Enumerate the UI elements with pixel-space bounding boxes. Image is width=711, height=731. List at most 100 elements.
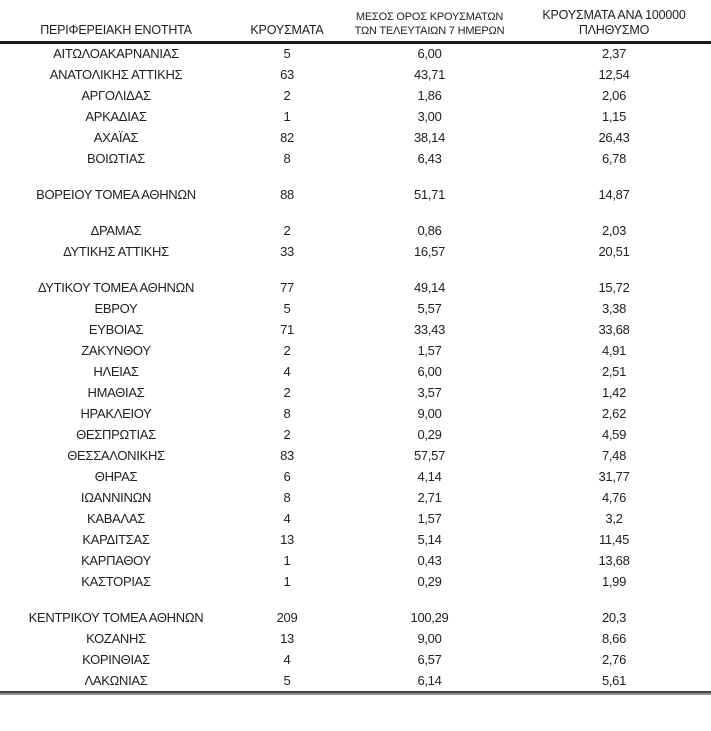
region-cell: ΖΑΚΥΝΘΟΥ <box>81 342 151 358</box>
region-cell: ΑΡΓΟΛΙΔΑΣ <box>81 87 151 103</box>
per100k-cell: 4,76 <box>601 489 627 505</box>
avg7days-cell: 0,29 <box>417 426 442 442</box>
per100k-cell: 2,06 <box>601 87 627 103</box>
cases-cell: 6 <box>283 468 291 484</box>
spacer-cell <box>0 262 711 277</box>
table-row: ΑΙΤΩΛΟΑΚΑΡΝΑΝΙΑΣ 5 6,00 2,37 <box>0 43 711 64</box>
table-row: ΔΥΤΙΚΗΣ ΑΤΤΙΚΗΣ 33 16,57 20,51 <box>0 241 711 262</box>
avg7days-cell: 43,71 <box>413 66 446 82</box>
per100k-cell: 31,77 <box>598 468 630 484</box>
header-label-avg7-line1: ΜΕΣΟΣ ΟΡΟΣ ΚΡΟΥΣΜΑΤΩΝ <box>355 11 504 23</box>
cases-cell: 5 <box>283 672 291 688</box>
table-row: ΚΟΡΙΝΘΙΑΣ 4 6,57 2,76 <box>0 649 711 670</box>
cases-cell: 33 <box>280 243 294 259</box>
header-row: ΠΕΡΙΦΕΡΕΙΑΚΗ ΕΝΟΤΗΤΑ ΚΡΟΥΣΜΑΤΑ ΜΕΣΟΣ ΟΡΟ… <box>0 8 711 44</box>
cases-cell: 8 <box>283 405 291 421</box>
per100k-cell: 2,62 <box>601 405 627 421</box>
table-row: ΚΑΒΑΛΑΣ 4 1,57 3,2 <box>0 508 711 529</box>
per100k-cell: 2,51 <box>601 363 627 379</box>
region-cell: ΗΜΑΘΙΑΣ <box>87 384 145 400</box>
avg7days-cell: 6,43 <box>417 150 442 166</box>
header-label-cases: ΚΡΟΥΣΜΑΤΑ <box>250 23 324 37</box>
region-cell: ΘΕΣΣΑΛΟΝΙΚΗΣ <box>67 447 165 463</box>
avg7days-cell: 4,14 <box>417 468 442 484</box>
per100k-cell: 33,68 <box>598 321 630 337</box>
avg7days-cell: 3,57 <box>417 384 442 400</box>
region-cell: ΗΛΕΙΑΣ <box>93 363 139 379</box>
region-cell: ΚΑΡΔΙΤΣΑΣ <box>82 531 150 547</box>
column-header-region: ΠΕΡΙΦΕΡΕΙΑΚΗ ΕΝΟΤΗΤΑ <box>0 8 232 44</box>
per100k-cell: 6,78 <box>601 150 627 166</box>
avg7days-cell: 5,57 <box>417 300 442 316</box>
table-row: ΚΟΖΑΝΗΣ 13 9,00 8,66 <box>0 628 711 649</box>
column-header-avg7days: ΜΕΣΟΣ ΟΡΟΣ ΚΡΟΥΣΜΑΤΩΝ ΤΩΝ ΤΕΛΕΥΤΑΙΩΝ 7 Η… <box>342 8 517 44</box>
avg7days-cell: 57,57 <box>413 447 446 463</box>
cases-cell: 5 <box>283 46 291 62</box>
per100k-cell: 26,43 <box>598 129 630 145</box>
per100k-cell: 4,91 <box>601 342 627 358</box>
region-cell: ΗΡΑΚΛΕΙΟΥ <box>80 405 152 421</box>
per100k-cell: 2,37 <box>601 46 627 62</box>
per100k-cell: 13,68 <box>598 552 630 568</box>
per100k-cell: 7,48 <box>601 447 627 463</box>
per100k-cell: 1,42 <box>601 384 627 400</box>
spacer-cell <box>0 592 711 607</box>
header-label-per100k-line2: ΠΛΗΘΥΣΜΟ <box>578 23 650 37</box>
table-row: ΑΧΑΪΑΣ 82 38,14 26,43 <box>0 127 711 148</box>
region-cell: ΔΡΑΜΑΣ <box>90 222 142 238</box>
region-cell: ΚΑΡΠΑΘΟΥ <box>81 552 151 568</box>
table-row: ΚΑΣΤΟΡΙΑΣ 1 0,29 1,99 <box>0 571 711 592</box>
regional-cases-table: ΠΕΡΙΦΕΡΕΙΑΚΗ ΕΝΟΤΗΤΑ ΚΡΟΥΣΜΑΤΑ ΜΕΣΟΣ ΟΡΟ… <box>0 8 711 691</box>
per100k-cell: 3,2 <box>605 510 623 526</box>
table-row: ΑΡΚΑΔΙΑΣ 1 3,00 1,15 <box>0 106 711 127</box>
avg7days-cell: 1,57 <box>417 342 442 358</box>
avg7days-cell: 3,00 <box>417 108 442 124</box>
avg7days-cell: 0,29 <box>417 573 442 589</box>
region-cell: ΛΑΚΩΝΙΑΣ <box>84 672 148 688</box>
cases-cell: 8 <box>283 489 291 505</box>
cases-cell: 209 <box>276 609 298 625</box>
spacer-cell <box>0 205 711 220</box>
cases-cell: 1 <box>283 552 291 568</box>
per100k-cell: 15,72 <box>598 279 630 295</box>
spacer-row <box>0 169 711 184</box>
per100k-cell: 14,87 <box>598 186 630 202</box>
region-cell: ΑΝΑΤΟΛΙΚΗΣ ΑΤΤΙΚΗΣ <box>49 66 183 82</box>
cases-cell: 83 <box>280 447 294 463</box>
table-row: ΔΡΑΜΑΣ 2 0,86 2,03 <box>0 220 711 241</box>
cases-cell: 63 <box>280 66 294 82</box>
avg7days-cell: 0,43 <box>417 552 442 568</box>
table-row: ΚΑΡΔΙΤΣΑΣ 13 5,14 11,45 <box>0 529 711 550</box>
region-cell: ΘΗΡΑΣ <box>94 468 138 484</box>
table-row: ΕΥΒΟΙΑΣ 71 33,43 33,68 <box>0 319 711 340</box>
table-row: ΑΡΓΟΛΙΔΑΣ 2 1,86 2,06 <box>0 85 711 106</box>
cases-cell: 2 <box>283 222 291 238</box>
region-cell: ΚΑΒΑΛΑΣ <box>87 510 145 526</box>
region-cell: ΒΟΡΕΙΟΥ ΤΟΜΕΑ ΑΘΗΝΩΝ <box>36 186 196 202</box>
cases-cell: 8 <box>283 150 291 166</box>
per100k-cell: 20,3 <box>601 609 627 625</box>
header-label-per100k-line1: ΚΡΟΥΣΜΑΤΑ ΑΝΑ 100000 <box>542 8 686 22</box>
avg7days-cell: 9,00 <box>417 630 442 646</box>
cases-cell: 2 <box>283 426 291 442</box>
avg7days-cell: 51,71 <box>413 186 446 202</box>
table-row: ΘΗΡΑΣ 6 4,14 31,77 <box>0 466 711 487</box>
region-cell: ΔΥΤΙΚΟΥ ΤΟΜΕΑ ΑΘΗΝΩΝ <box>37 279 195 295</box>
avg7days-cell: 16,57 <box>413 243 446 259</box>
avg7days-cell: 5,14 <box>417 531 442 547</box>
per100k-cell: 20,51 <box>598 243 630 259</box>
table-row: ΗΜΑΘΙΑΣ 2 3,57 1,42 <box>0 382 711 403</box>
table-row: ΗΛΕΙΑΣ 4 6,00 2,51 <box>0 361 711 382</box>
header-label-region: ΠΕΡΙΦΕΡΕΙΑΚΗ ΕΝΟΤΗΤΑ <box>40 23 192 37</box>
avg7days-cell: 6,14 <box>417 672 442 688</box>
per100k-cell: 2,03 <box>601 222 627 238</box>
region-cell: ΑΡΚΑΔΙΑΣ <box>85 108 147 124</box>
table-row: ΘΕΣΠΡΩΤΙΑΣ 2 0,29 4,59 <box>0 424 711 445</box>
header-label-avg7-line2: ΤΩΝ ΤΕΛΕΥΤΑΙΩΝ 7 ΗΜΕΡΩΝ <box>354 25 505 37</box>
avg7days-cell: 6,00 <box>417 46 442 62</box>
avg7days-cell: 1,57 <box>417 510 442 526</box>
avg7days-cell: 6,57 <box>417 651 442 667</box>
column-header-per100k: ΚΡΟΥΣΜΑΤΑ ΑΝΑ 100000 ΠΛΗΘΥΣΜΟ <box>517 8 711 44</box>
per100k-cell: 3,38 <box>601 300 627 316</box>
table-row: ΛΑΚΩΝΙΑΣ 5 6,14 5,61 <box>0 670 711 691</box>
